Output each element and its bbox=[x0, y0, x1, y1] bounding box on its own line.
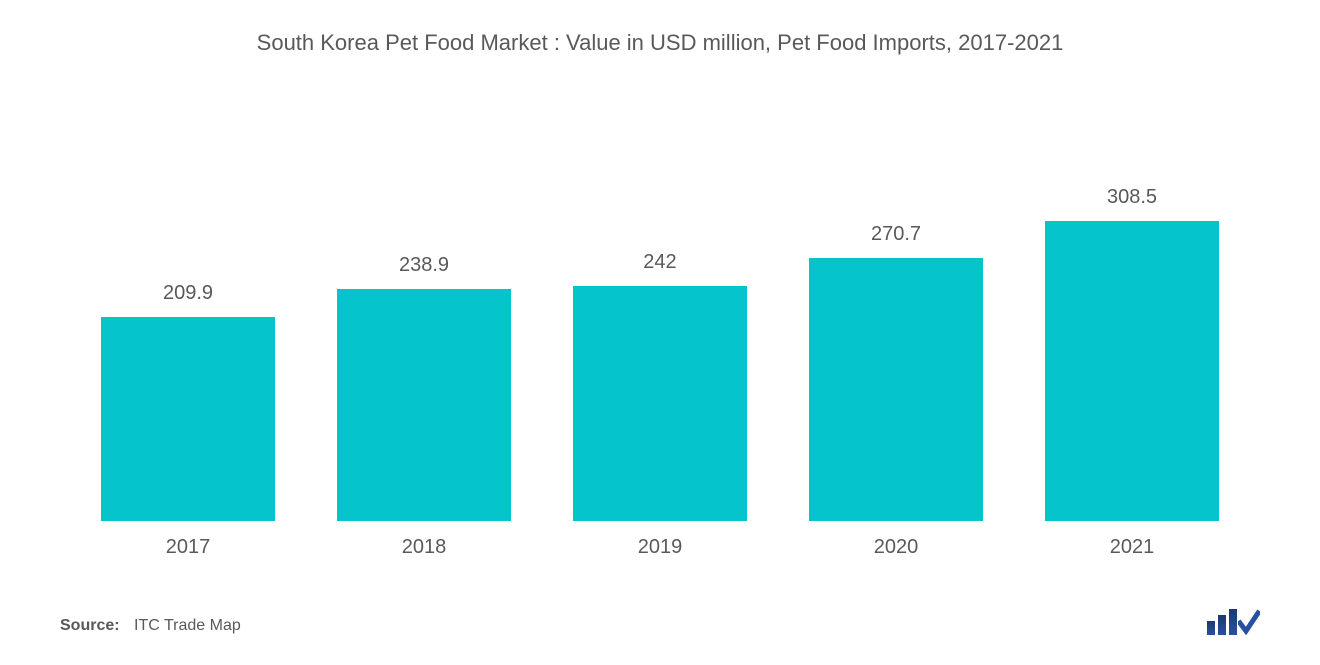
bar bbox=[573, 286, 747, 521]
logo-bar-icon bbox=[1218, 615, 1226, 635]
bar-group-1: 238.9 2018 bbox=[318, 254, 530, 559]
bar-value-label: 242 bbox=[643, 251, 676, 274]
bar-category-label: 2017 bbox=[166, 536, 211, 559]
bar-group-3: 270.7 2020 bbox=[790, 223, 1002, 559]
logo-bar-icon bbox=[1207, 621, 1215, 635]
bar-category-label: 2021 bbox=[1110, 536, 1155, 559]
chart-container: South Korea Pet Food Market : Value in U… bbox=[0, 0, 1320, 665]
bar bbox=[1045, 221, 1219, 521]
source-label: Source: bbox=[60, 617, 120, 634]
bar-group-4: 308.5 2021 bbox=[1026, 186, 1238, 559]
bar-category-label: 2018 bbox=[402, 536, 447, 559]
source-value: ITC Trade Map bbox=[134, 617, 241, 634]
source-text: Source: ITC Trade Map bbox=[60, 617, 241, 635]
chart-plot-area: 209.9 2017 238.9 2018 242 2019 270.7 202… bbox=[50, 116, 1270, 559]
logo-bar-icon bbox=[1229, 609, 1237, 635]
bar-value-label: 209.9 bbox=[163, 282, 213, 305]
bar-value-label: 308.5 bbox=[1107, 186, 1157, 209]
bar-category-label: 2019 bbox=[638, 536, 683, 559]
bar bbox=[809, 258, 983, 521]
bar-group-2: 242 2019 bbox=[554, 251, 766, 559]
bar bbox=[101, 317, 275, 521]
bar-value-label: 238.9 bbox=[399, 254, 449, 277]
brand-logo bbox=[1207, 609, 1260, 635]
bar-group-0: 209.9 2017 bbox=[82, 282, 294, 559]
bar bbox=[337, 289, 511, 521]
chart-title: South Korea Pet Food Market : Value in U… bbox=[50, 30, 1270, 56]
chart-footer: Source: ITC Trade Map bbox=[50, 609, 1270, 635]
bar-value-label: 270.7 bbox=[871, 223, 921, 246]
bar-category-label: 2020 bbox=[874, 536, 919, 559]
logo-bars-icon bbox=[1207, 609, 1237, 635]
logo-check-icon bbox=[1238, 609, 1260, 635]
